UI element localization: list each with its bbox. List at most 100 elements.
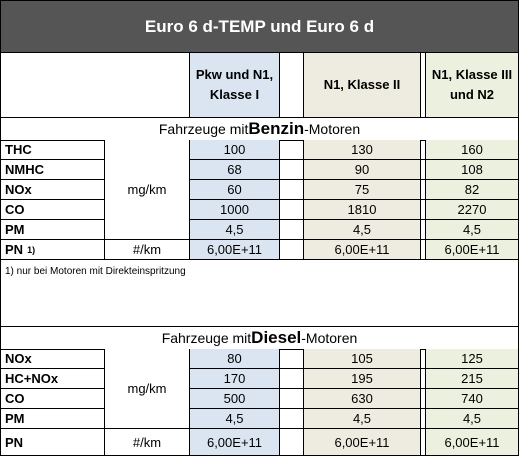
- petrol-unit-mass: mg/km: [105, 140, 190, 240]
- value-col1: 500: [190, 389, 280, 408]
- value-col1: 170: [190, 369, 280, 388]
- unit-cell: #/km: [105, 429, 190, 455]
- table-row: THC 100 130 160: [1, 140, 518, 160]
- value-col2: 130: [304, 140, 421, 159]
- footnote-mark: 1): [27, 244, 36, 255]
- gap-cell: [421, 429, 426, 455]
- gap-cell: [280, 240, 304, 259]
- gap-cell: [421, 349, 426, 368]
- header-empty: [1, 53, 190, 117]
- petrol-heading-bold: Benzin: [248, 119, 305, 138]
- value-col3: 215: [426, 369, 518, 388]
- value-col1: 100: [190, 140, 280, 159]
- table-row: PM 4,5 4,5 4,5: [1, 220, 518, 240]
- value-col1: 60: [190, 180, 280, 199]
- value-col2: 6,00E+11: [304, 240, 421, 259]
- table-row-pn: PN 1) #/km 6,00E+11 6,00E+11 6,00E+11: [1, 240, 518, 260]
- pn-label: PN: [5, 242, 24, 257]
- row-label: HC+NOx: [1, 369, 105, 388]
- gap-cell: [280, 429, 304, 455]
- value-col2: 4,5: [304, 409, 421, 428]
- value-col2: 90: [304, 160, 421, 179]
- gap-cell: [280, 369, 304, 388]
- gap-cell: [280, 220, 304, 239]
- row-label: NOx: [1, 349, 105, 368]
- gap-cell: [421, 409, 426, 428]
- header-gap1: [280, 53, 304, 117]
- value-col2: 6,00E+11: [304, 429, 421, 455]
- diesel-heading-bold: Diesel: [251, 328, 302, 347]
- gap-cell: [280, 200, 304, 219]
- footnote: 1) nur bei Motoren mit Direkteinspritzun…: [5, 266, 186, 277]
- table-row: HC+NOx 170 195 215: [1, 369, 518, 389]
- table-row: CO 500 630 740: [1, 389, 518, 409]
- value-col3: 6,00E+11: [426, 429, 518, 455]
- diesel-unit-mass: mg/km: [105, 349, 190, 429]
- gap-cell: [421, 180, 426, 199]
- unit-cell: #/km: [105, 240, 190, 259]
- row-label: PN 1): [1, 240, 105, 259]
- gap-cell: [421, 240, 426, 259]
- gap-cell: [421, 160, 426, 179]
- value-col3: 740: [426, 389, 518, 408]
- header-col1: Pkw und N1, Klasse I: [190, 53, 280, 117]
- value-col1: 68: [190, 160, 280, 179]
- value-col2: 105: [304, 349, 421, 368]
- row-label: NOx: [1, 180, 105, 199]
- row-label: THC: [1, 140, 105, 159]
- gap-cell: [421, 220, 426, 239]
- gap-cell: [280, 140, 304, 159]
- gap-cell: [280, 160, 304, 179]
- petrol-heading: Fahrzeuge mit Benzin -Motoren: [1, 117, 518, 141]
- gap-cell: [280, 180, 304, 199]
- value-col3: 125: [426, 349, 518, 368]
- header-col3: N1, Klasse III und N2: [426, 53, 518, 117]
- value-col2: 630: [304, 389, 421, 408]
- value-col3: 6,00E+11: [426, 240, 518, 259]
- value-col1: 6,00E+11: [190, 240, 280, 259]
- gap-cell: [421, 369, 426, 388]
- gap-cell: [421, 140, 426, 159]
- header-gap2: [421, 53, 426, 117]
- table-row: NMHC 68 90 108: [1, 160, 518, 180]
- gap-cell: [421, 389, 426, 408]
- row-label: PN: [1, 429, 105, 455]
- gap-cell: [280, 349, 304, 368]
- diesel-heading-post: -Motoren: [301, 330, 358, 346]
- header-col2: N1, Klasse II: [304, 53, 421, 117]
- value-col3: 4,5: [426, 220, 518, 239]
- gap-cell: [421, 200, 426, 219]
- petrol-heading-post: -Motoren: [304, 121, 361, 137]
- value-col3: 108: [426, 160, 518, 179]
- diesel-heading: Fahrzeuge mit Diesel -Motoren: [1, 326, 518, 350]
- value-col2: 75: [304, 180, 421, 199]
- value-col2: 4,5: [304, 220, 421, 239]
- value-col3: 160: [426, 140, 518, 159]
- row-label: PM: [1, 409, 105, 428]
- value-col2: 195: [304, 369, 421, 388]
- petrol-heading-pre: Fahrzeuge mit: [158, 121, 249, 137]
- value-col3: 2270: [426, 200, 518, 219]
- value-col1: 80: [190, 349, 280, 368]
- value-col1: 6,00E+11: [190, 429, 280, 455]
- table-row: PM 4,5 4,5 4,5: [1, 409, 518, 429]
- row-label: CO: [1, 389, 105, 408]
- value-col1: 4,5: [190, 220, 280, 239]
- gap-cell: [280, 389, 304, 408]
- row-label: NMHC: [1, 160, 105, 179]
- row-label: PM: [1, 220, 105, 239]
- value-col1: 1000: [190, 200, 280, 219]
- table-title: Euro 6 d-TEMP und Euro 6 d: [1, 1, 518, 53]
- table-row: NOx 60 75 82: [1, 180, 518, 200]
- table-row: CO 1000 1810 2270: [1, 200, 518, 220]
- table-row-pn: PN #/km 6,00E+11 6,00E+11 6,00E+11: [1, 429, 518, 455]
- row-label: CO: [1, 200, 105, 219]
- value-col2: 1810: [304, 200, 421, 219]
- diesel-heading-pre: Fahrzeuge mit: [161, 330, 252, 346]
- table-row: NOx 80 105 125: [1, 349, 518, 369]
- value-col3: 82: [426, 180, 518, 199]
- gap-cell: [280, 409, 304, 428]
- value-col3: 4,5: [426, 409, 518, 428]
- value-col1: 4,5: [190, 409, 280, 428]
